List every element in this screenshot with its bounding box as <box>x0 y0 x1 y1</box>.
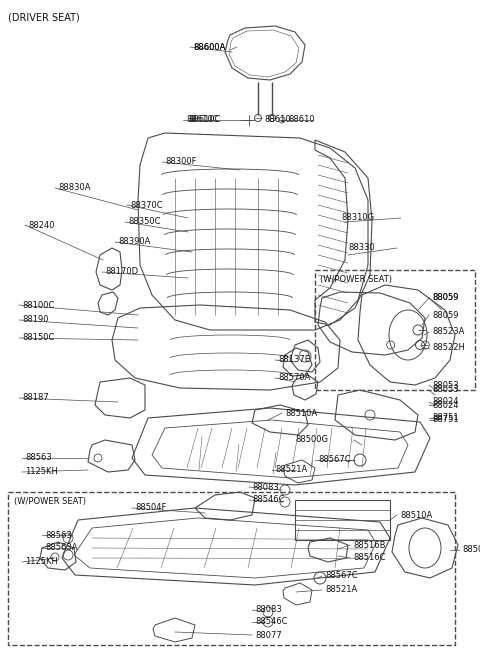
Text: 88563A: 88563A <box>45 544 77 553</box>
Text: 88100C: 88100C <box>22 301 54 310</box>
Text: 88053: 88053 <box>432 381 458 390</box>
Text: 88500G: 88500G <box>462 546 480 555</box>
Text: 88059: 88059 <box>432 310 458 320</box>
Text: 88190: 88190 <box>22 316 48 324</box>
Text: 88510A: 88510A <box>285 409 317 417</box>
Text: 88350C: 88350C <box>128 217 160 227</box>
Text: 88610C: 88610C <box>188 115 220 124</box>
Text: 88521A: 88521A <box>275 466 307 474</box>
Text: 88521A: 88521A <box>325 586 357 595</box>
Text: 88504F: 88504F <box>135 504 167 512</box>
Text: 88187: 88187 <box>22 394 49 403</box>
Text: 88083: 88083 <box>255 605 282 614</box>
Text: 88610C: 88610C <box>186 115 218 124</box>
Text: 88300F: 88300F <box>165 157 196 166</box>
Text: 88570A: 88570A <box>278 373 311 383</box>
Text: 88370C: 88370C <box>130 200 163 210</box>
Text: 1125KH: 1125KH <box>25 557 58 567</box>
Text: 88567C: 88567C <box>325 572 358 580</box>
Text: 88523A: 88523A <box>432 328 464 337</box>
Text: 88059: 88059 <box>432 293 458 303</box>
Text: 88600A: 88600A <box>193 43 226 52</box>
Text: 88751: 88751 <box>432 413 458 422</box>
Text: 88510A: 88510A <box>400 510 432 519</box>
Text: 88830A: 88830A <box>58 183 91 193</box>
Text: 88546C: 88546C <box>255 618 288 626</box>
Text: 88053: 88053 <box>432 386 458 394</box>
Text: 88024: 88024 <box>432 400 458 409</box>
Text: 88546C: 88546C <box>252 495 285 504</box>
Text: 88500G: 88500G <box>295 436 328 445</box>
Text: 88137E: 88137E <box>278 356 310 364</box>
Text: 88563: 88563 <box>45 531 72 540</box>
Text: 88024: 88024 <box>432 398 458 407</box>
Text: 88567C: 88567C <box>318 455 350 464</box>
Text: 88330: 88330 <box>348 244 375 252</box>
Text: 88600A: 88600A <box>193 43 226 52</box>
Text: 88059: 88059 <box>432 293 458 303</box>
Text: 88516C: 88516C <box>353 553 385 563</box>
Text: 88240: 88240 <box>28 221 55 229</box>
Text: 88563: 88563 <box>25 453 52 462</box>
Text: (W/POWER SEAT): (W/POWER SEAT) <box>14 497 86 506</box>
Text: 88751: 88751 <box>432 415 458 424</box>
Text: 88310G: 88310G <box>342 214 375 223</box>
Text: 88522H: 88522H <box>432 343 465 352</box>
Text: 1125KH: 1125KH <box>25 468 58 476</box>
Text: (DRIVER SEAT): (DRIVER SEAT) <box>8 12 80 22</box>
Text: 88083: 88083 <box>252 483 279 491</box>
Text: 88170D: 88170D <box>105 267 138 276</box>
Text: 88610: 88610 <box>264 115 291 124</box>
Text: 88610: 88610 <box>288 115 314 124</box>
Text: 88516B: 88516B <box>353 540 385 550</box>
Text: 88150C: 88150C <box>22 333 54 343</box>
Text: 88077: 88077 <box>255 631 282 639</box>
Text: (W/POWER SEAT): (W/POWER SEAT) <box>320 275 392 284</box>
Text: 88390A: 88390A <box>118 238 150 246</box>
